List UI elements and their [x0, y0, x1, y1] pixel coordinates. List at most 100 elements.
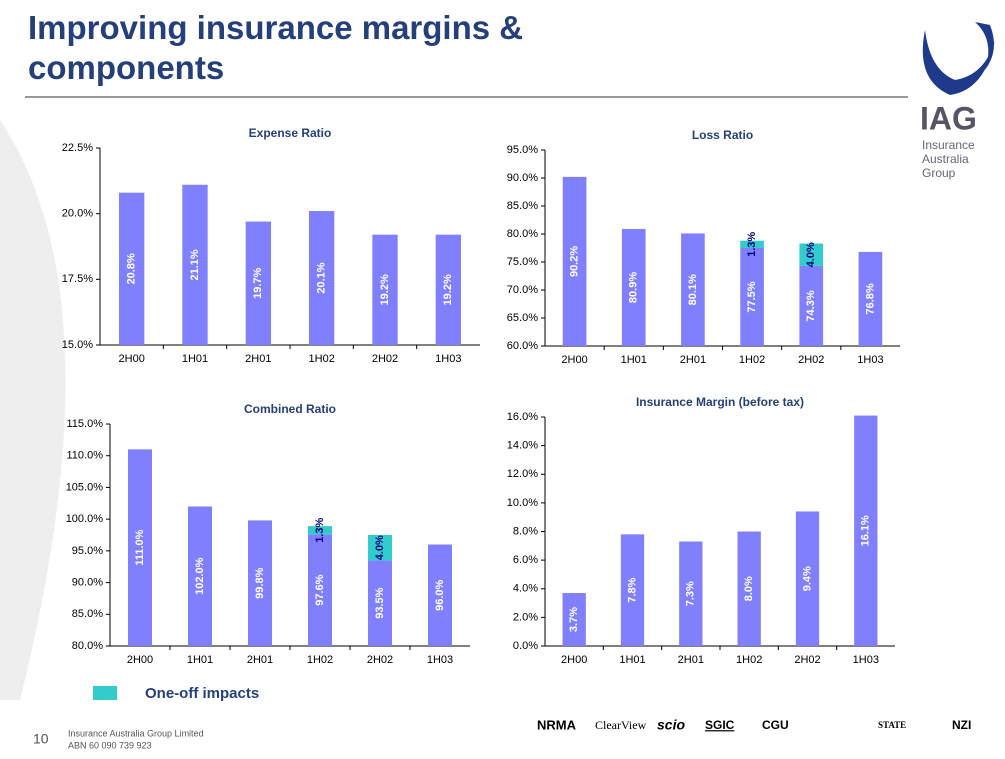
- value-label: 76.8%: [864, 283, 876, 314]
- y-tick-label: 85.0%: [72, 608, 103, 620]
- value-label: 16.1%: [860, 515, 872, 546]
- x-tick-label: 2H00: [119, 353, 145, 365]
- y-tick-label: 60.0%: [507, 340, 538, 352]
- y-tick-label: 2.0%: [513, 611, 538, 623]
- y-tick-label: 80.0%: [507, 228, 538, 240]
- y-tick-label: 95.0%: [507, 144, 538, 156]
- bar: [428, 544, 452, 646]
- chart-title: Insurance Margin (before tax): [636, 395, 804, 409]
- y-tick-label: 65.0%: [507, 312, 538, 324]
- y-tick-label: 4.0%: [513, 583, 538, 595]
- x-tick-label: 1H03: [853, 654, 879, 666]
- value-label: 1.3%: [746, 232, 758, 257]
- logo-line: Insurance: [922, 138, 975, 152]
- value-label: 19.2%: [379, 274, 391, 305]
- x-tick-label: 1H01: [621, 354, 647, 366]
- bar: [308, 526, 332, 535]
- footer: Insurance Australia Group Limited: [68, 728, 204, 738]
- y-tick-label: 110.0%: [67, 450, 104, 462]
- chart-title: Expense Ratio: [249, 126, 332, 140]
- x-tick-label: 1H03: [857, 354, 883, 366]
- brand: scio: [657, 717, 685, 733]
- bar: [368, 535, 392, 561]
- x-tick-label: 2H00: [127, 654, 153, 666]
- bar: [795, 511, 820, 646]
- bar: [562, 176, 587, 346]
- logo-name: IAG: [920, 100, 977, 136]
- chart-title: Combined Ratio: [244, 402, 336, 416]
- bar: [308, 534, 332, 646]
- y-tick-label: 22.5%: [62, 142, 93, 154]
- value-label: 93.5%: [374, 587, 386, 618]
- bar: [799, 265, 824, 346]
- footer: ABN 60 090 739 923: [68, 740, 152, 750]
- value-label: 80.9%: [628, 272, 640, 303]
- x-tick-label: 1H02: [309, 353, 335, 365]
- x-tick-label: 1H03: [427, 654, 453, 666]
- bar: [621, 228, 646, 346]
- logo-mark: [922, 30, 995, 95]
- bar: [737, 531, 761, 646]
- value-label: 3.7%: [568, 607, 580, 632]
- bar: [679, 541, 703, 646]
- value-label: 7.8%: [626, 577, 638, 602]
- x-tick-label: 2H01: [245, 353, 271, 365]
- bar: [562, 593, 586, 646]
- value-label: 21.1%: [189, 249, 201, 280]
- value-label: 19.7%: [252, 267, 264, 298]
- y-tick-label: 12.0%: [507, 468, 538, 480]
- brand: SGIC: [705, 718, 735, 732]
- bar: [620, 534, 645, 646]
- bar: [182, 184, 208, 345]
- bar: [309, 211, 335, 345]
- value-label: 20.8%: [126, 253, 138, 284]
- slide-title: Improving insurance margins & components: [28, 9, 524, 86]
- y-tick-label: 16.0%: [507, 411, 538, 423]
- bar: [372, 234, 398, 345]
- legend-label: One-off impacts: [145, 685, 259, 702]
- y-tick-label: 70.0%: [507, 284, 538, 296]
- x-tick-label: 1H02: [736, 654, 762, 666]
- bar: [740, 240, 764, 248]
- value-label: 7.3%: [685, 581, 697, 606]
- legend-swatch: [93, 686, 117, 700]
- x-tick-label: 2H01: [678, 654, 704, 666]
- bar: [245, 221, 271, 345]
- x-tick-label: 2H01: [680, 354, 706, 366]
- x-tick-label: 2H01: [247, 654, 273, 666]
- value-label: 90.2%: [568, 246, 580, 277]
- bar: [248, 520, 272, 646]
- value-label: 111.0%: [134, 529, 146, 565]
- x-tick-label: 2H02: [367, 654, 393, 666]
- bar: [854, 415, 878, 646]
- value-label: 4.0%: [374, 535, 386, 560]
- x-tick-label: 2H02: [372, 353, 398, 365]
- value-label: 4.0%: [805, 242, 817, 267]
- y-tick-label: 75.0%: [507, 256, 538, 268]
- x-tick-label: 1H01: [187, 654, 213, 666]
- decoration: [0, 120, 66, 700]
- brand: NRMA: [537, 717, 577, 732]
- y-tick-label: 17.5%: [62, 273, 93, 285]
- x-tick-label: 1H01: [619, 654, 645, 666]
- value-label: 74.3%: [805, 290, 817, 321]
- x-tick-label: 1H02: [307, 654, 333, 666]
- y-tick-label: 80.0%: [72, 640, 103, 652]
- y-tick-label: 10.0%: [507, 497, 538, 509]
- bar: [128, 449, 152, 646]
- y-tick-label: 100.0%: [66, 513, 104, 525]
- x-tick-label: 2H00: [561, 654, 587, 666]
- logo-mark: [975, 22, 994, 70]
- y-tick-label: 90.0%: [507, 172, 538, 184]
- y-tick-label: 6.0%: [513, 554, 538, 566]
- brand: STATE: [878, 720, 906, 730]
- bar: [799, 243, 824, 266]
- brand: NZI: [952, 718, 971, 732]
- value-label: 20.1%: [316, 262, 328, 293]
- bar: [435, 234, 461, 345]
- y-tick-label: 14.0%: [507, 440, 538, 452]
- bar: [858, 251, 883, 346]
- logo-line: Group: [922, 166, 956, 180]
- y-tick-label: 20.0%: [62, 208, 93, 220]
